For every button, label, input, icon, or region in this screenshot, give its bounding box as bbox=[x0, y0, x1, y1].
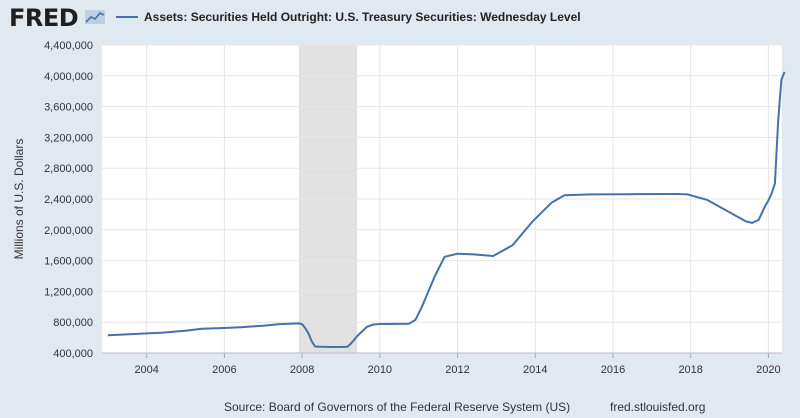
x-tick-label-5: 2014 bbox=[523, 364, 547, 376]
line-chart-icon bbox=[85, 10, 105, 24]
y-tick-label-10: 4,400,000 bbox=[44, 40, 93, 52]
y-tick-label-3: 1,600,000 bbox=[44, 256, 93, 268]
y-tick-label-2: 1,200,000 bbox=[44, 286, 93, 298]
source-url: fred.stlouisfed.org bbox=[610, 400, 706, 414]
x-tick-label-1: 2006 bbox=[212, 364, 236, 376]
y-tick-label-7: 3,200,000 bbox=[44, 132, 93, 144]
y-tick-label-5: 2,400,000 bbox=[44, 194, 93, 206]
y-tick-label-9: 4,000,000 bbox=[44, 71, 93, 83]
x-tick-label-4: 2012 bbox=[445, 364, 469, 376]
legend-swatch bbox=[116, 16, 138, 18]
x-tick-label-0: 2004 bbox=[134, 364, 158, 376]
x-tick-label-7: 2018 bbox=[678, 364, 702, 376]
source-note: Source: Board of Governors of the Federa… bbox=[224, 400, 571, 414]
y-tick-label-0: 400,000 bbox=[53, 348, 93, 360]
y-axis-label: Millions of U.S. Dollars bbox=[12, 139, 26, 260]
chart-legend: Assets: Securities Held Outright: U.S. T… bbox=[116, 10, 581, 24]
series-line bbox=[107, 71, 786, 348]
x-tick-label-3: 2010 bbox=[368, 364, 392, 376]
legend-label: Assets: Securities Held Outright: U.S. T… bbox=[144, 10, 581, 24]
x-tick-label-8: 2020 bbox=[756, 364, 780, 376]
y-tick-label-6: 2,800,000 bbox=[44, 163, 93, 175]
fred-logo: FRED bbox=[9, 4, 79, 32]
y-tick-label-1: 800,000 bbox=[53, 317, 93, 329]
y-tick-label-4: 2,000,000 bbox=[44, 225, 93, 237]
x-tick-label-6: 2016 bbox=[601, 364, 625, 376]
y-tick-label-8: 3,600,000 bbox=[44, 102, 93, 114]
x-tick-label-2: 2008 bbox=[290, 364, 314, 376]
